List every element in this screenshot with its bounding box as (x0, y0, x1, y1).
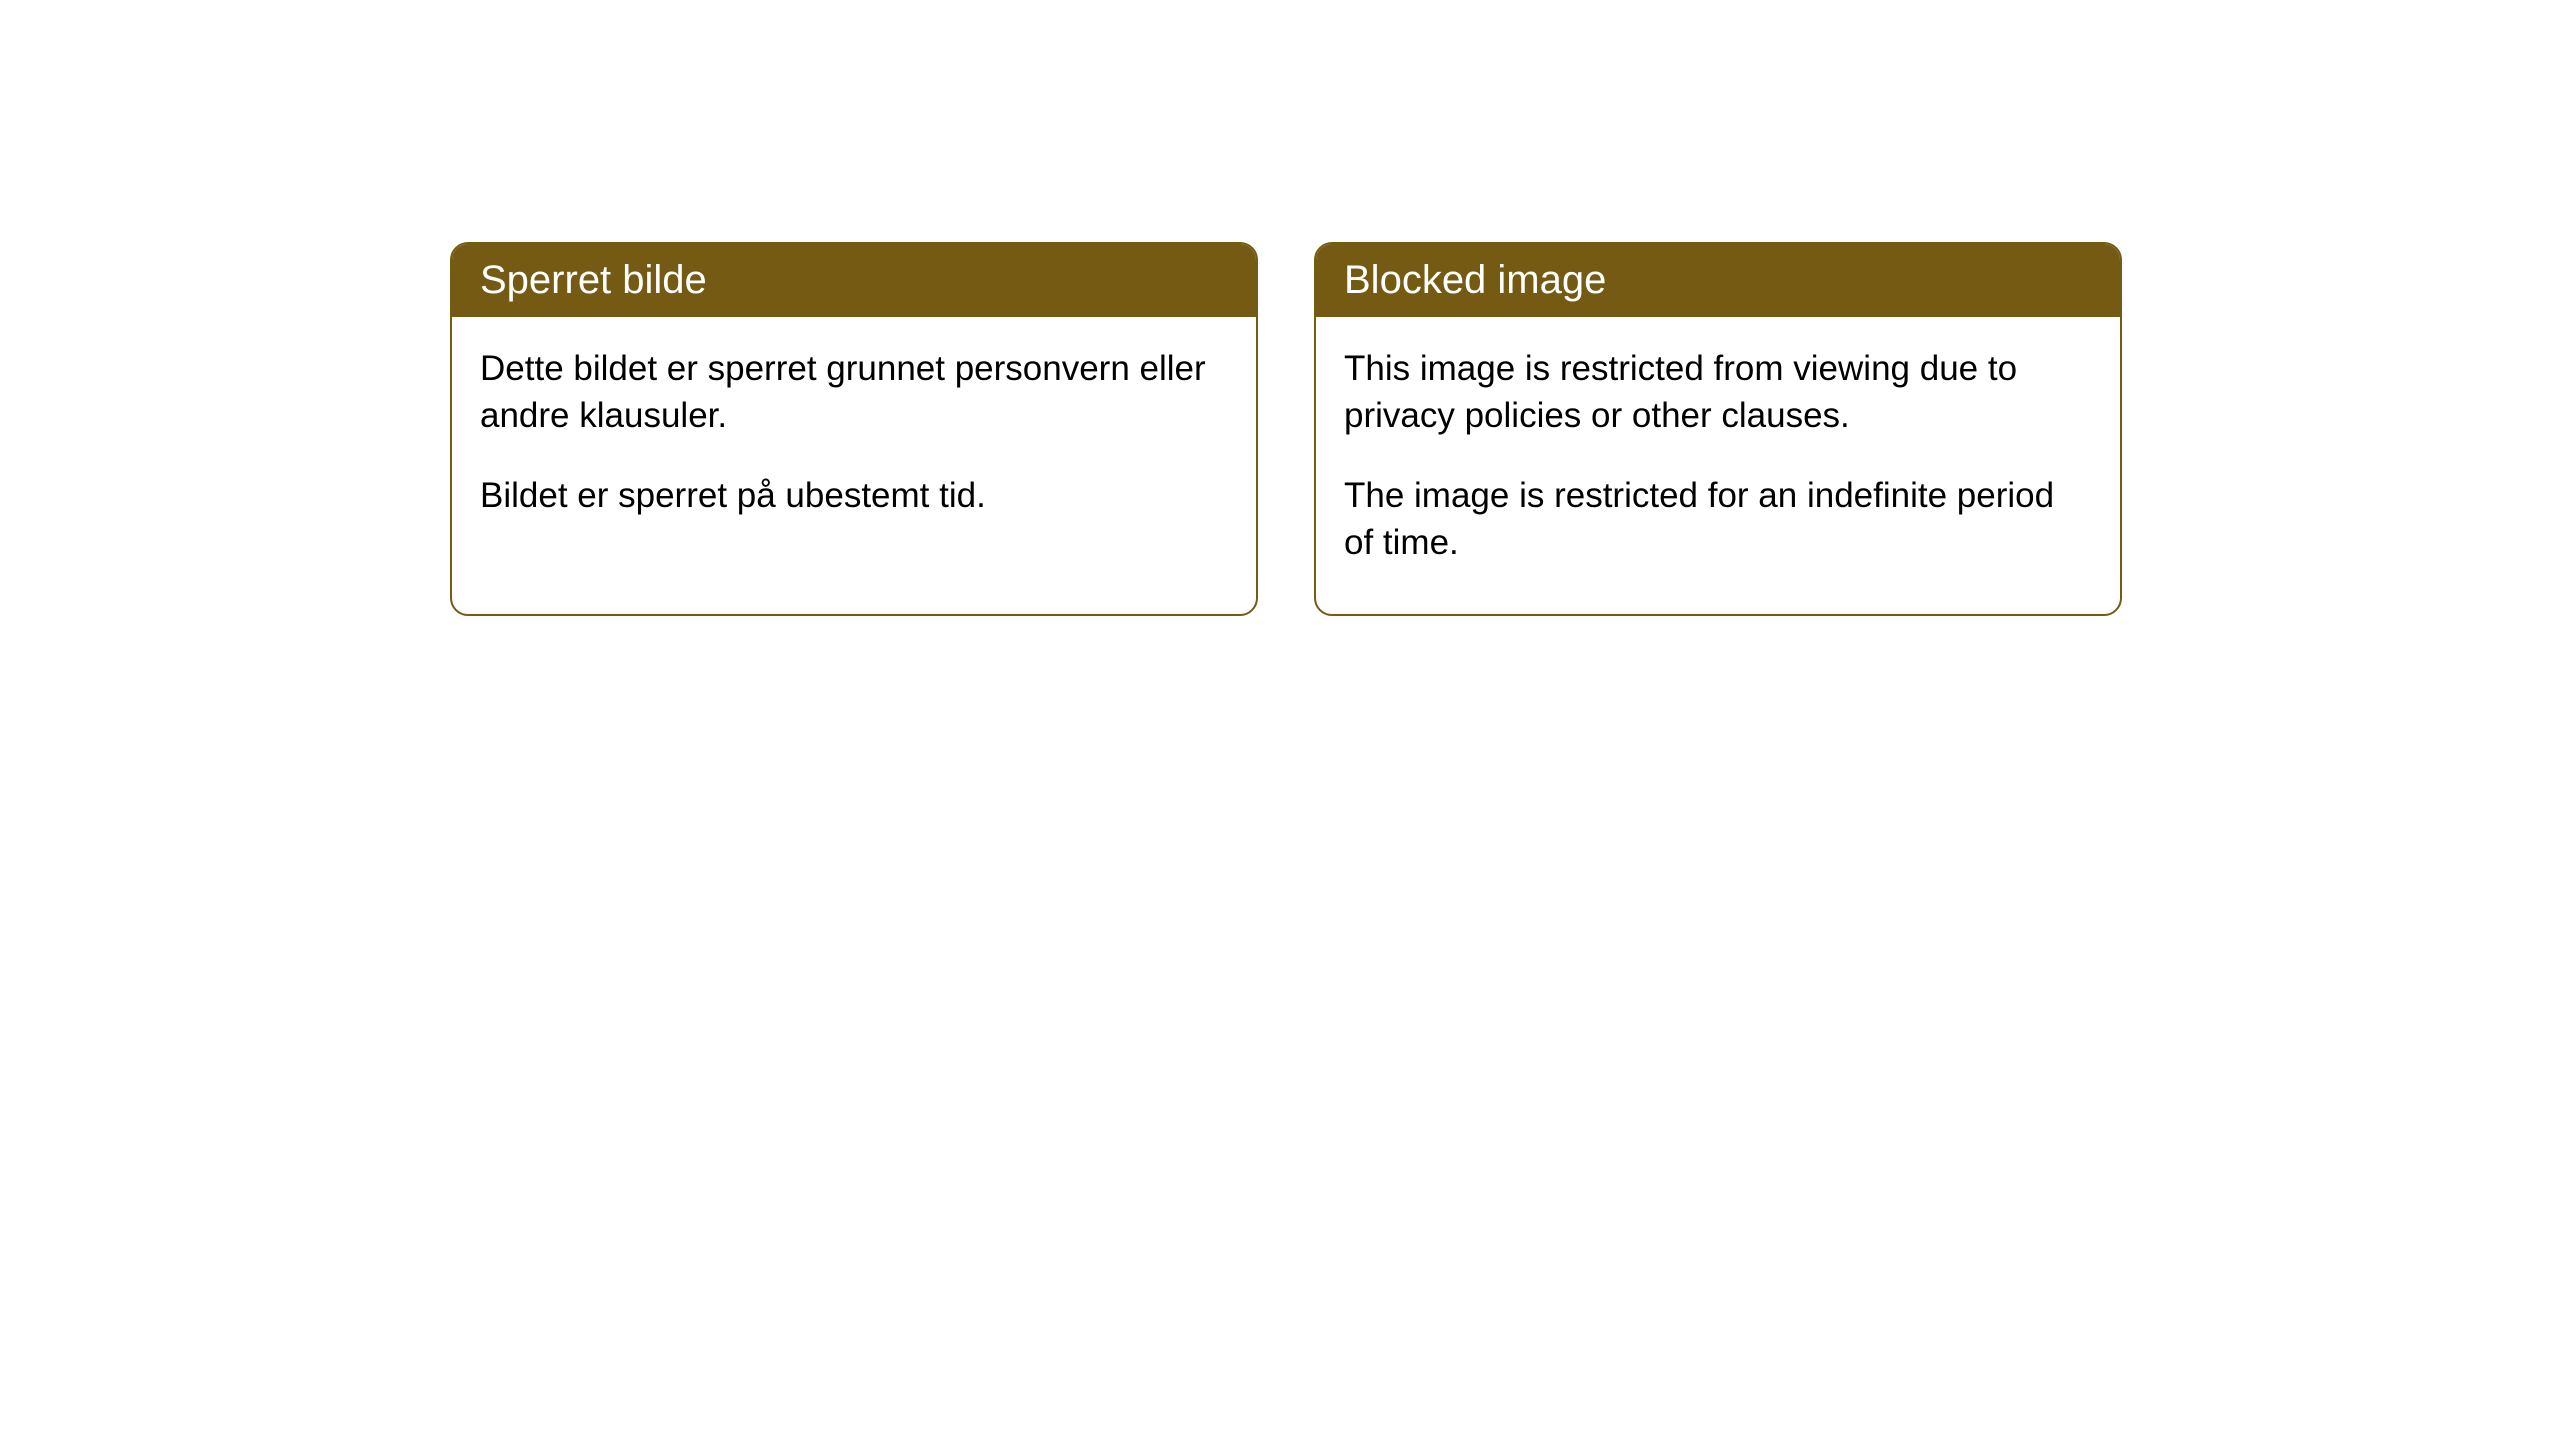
card-paragraph: The image is restricted for an indefinit… (1344, 472, 2092, 567)
card-header: Blocked image (1316, 244, 2120, 317)
notice-card-english: Blocked image This image is restricted f… (1314, 242, 2122, 616)
notice-cards-container: Sperret bilde Dette bildet er sperret gr… (450, 242, 2122, 616)
card-header: Sperret bilde (452, 244, 1256, 317)
card-body: This image is restricted from viewing du… (1316, 317, 2120, 614)
card-body: Dette bildet er sperret grunnet personve… (452, 317, 1256, 567)
card-title: Blocked image (1344, 258, 1606, 302)
notice-card-norwegian: Sperret bilde Dette bildet er sperret gr… (450, 242, 1258, 616)
card-paragraph: Bildet er sperret på ubestemt tid. (480, 472, 1228, 519)
card-paragraph: This image is restricted from viewing du… (1344, 345, 2092, 440)
card-paragraph: Dette bildet er sperret grunnet personve… (480, 345, 1228, 440)
card-title: Sperret bilde (480, 258, 707, 302)
